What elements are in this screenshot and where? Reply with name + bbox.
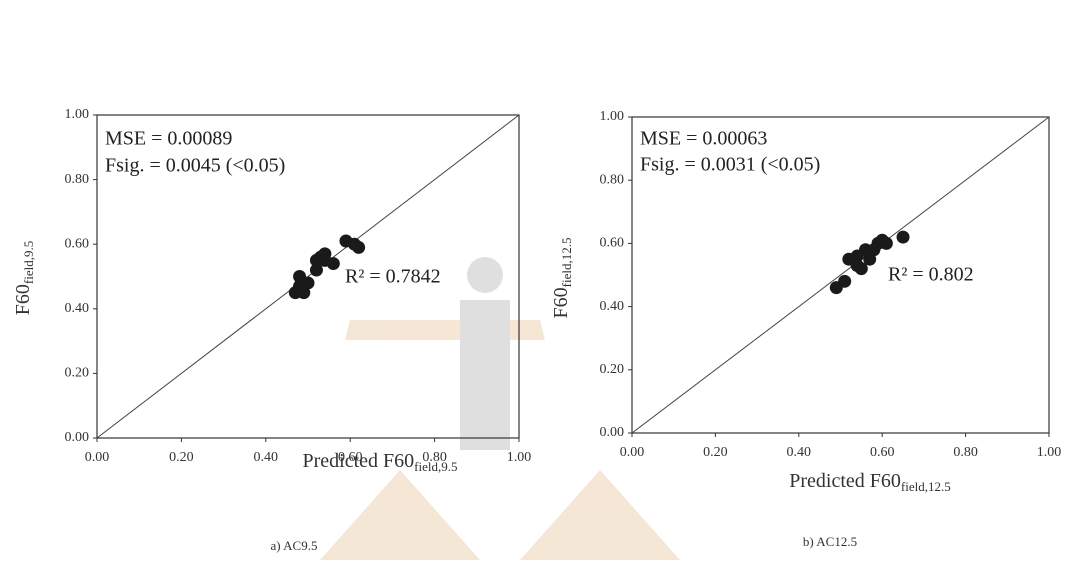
y-tick-label: 1.00 (600, 109, 625, 124)
annotation: R² = 0.7842 (345, 266, 441, 288)
x-tick-label: 0.20 (169, 450, 194, 465)
annotation: Fsig. = 0.0045 (<0.05) (105, 155, 285, 177)
y-axis-title-sub: field,9.5 (21, 241, 36, 284)
point (880, 237, 893, 250)
y-tick-label: 0.60 (65, 236, 90, 251)
x-tick-label: 0.40 (254, 450, 279, 465)
x-axis-title-main: Predicted F60 (303, 450, 415, 472)
point (327, 257, 340, 270)
x-axis-title-sub: field,9.5 (414, 459, 457, 474)
y-tick-label: 0.20 (600, 362, 625, 377)
annotation: R² = 0.802 (888, 264, 974, 286)
x-axis-title: Predicted F60field,12.5 (789, 470, 950, 494)
caption: b) AC12.5 (803, 534, 857, 549)
y-axis-title: F60field,12.5 (550, 238, 574, 319)
y-axis-title-main: F60 (12, 284, 34, 315)
chart: 0.00 0.20 0.40 0.60 0.80 1.00 0.00 0.20 0.40 0.60… (550, 109, 1062, 549)
y-axis-title-sub: field,12.5 (559, 238, 574, 288)
point (897, 231, 910, 244)
point (838, 275, 851, 288)
x-tick-label: 1.00 (507, 450, 532, 465)
x-tick-label: 0.40 (787, 445, 812, 460)
x-tick-label: 0.00 (85, 450, 110, 465)
y-tick-label: 0.80 (600, 172, 625, 187)
point (302, 276, 315, 289)
watermark (320, 257, 680, 560)
annotation: MSE = 0.00063 (640, 128, 767, 150)
y-tick-label: 0.40 (600, 299, 625, 314)
y-axis-title-main: F60 (550, 287, 572, 318)
x-axis-title-sub: field,12.5 (901, 479, 951, 494)
x-tick-label: 0.80 (953, 445, 978, 460)
caption: a) AC9.5 (271, 538, 318, 553)
y-tick-label: 0.60 (600, 236, 625, 251)
y-tick-label: 0.00 (65, 430, 90, 445)
y-tick-label: 0.40 (65, 301, 90, 316)
annotation: MSE = 0.00089 (105, 128, 232, 150)
x-tick-label: 0.60 (870, 445, 895, 460)
point (352, 241, 365, 254)
y-tick-label: 1.00 (65, 107, 90, 122)
y-tick-label: 0.00 (600, 425, 625, 440)
x-axis-title-main: Predicted F60 (789, 470, 901, 492)
y-tick-label: 0.20 (65, 366, 90, 381)
y-tick-label: 0.80 (65, 172, 90, 187)
x-tick-label: 0.20 (703, 445, 728, 460)
y-axis-title: F60field,9.5 (12, 241, 36, 315)
annotation: Fsig. = 0.0031 (<0.05) (640, 154, 820, 176)
x-tick-label: 1.00 (1037, 445, 1062, 460)
figure: 0.00 0.20 0.40 0.60 0.80 1.00 0.00 0.20 0.40 0.60… (0, 0, 1081, 563)
x-tick-label: 0.00 (620, 445, 645, 460)
